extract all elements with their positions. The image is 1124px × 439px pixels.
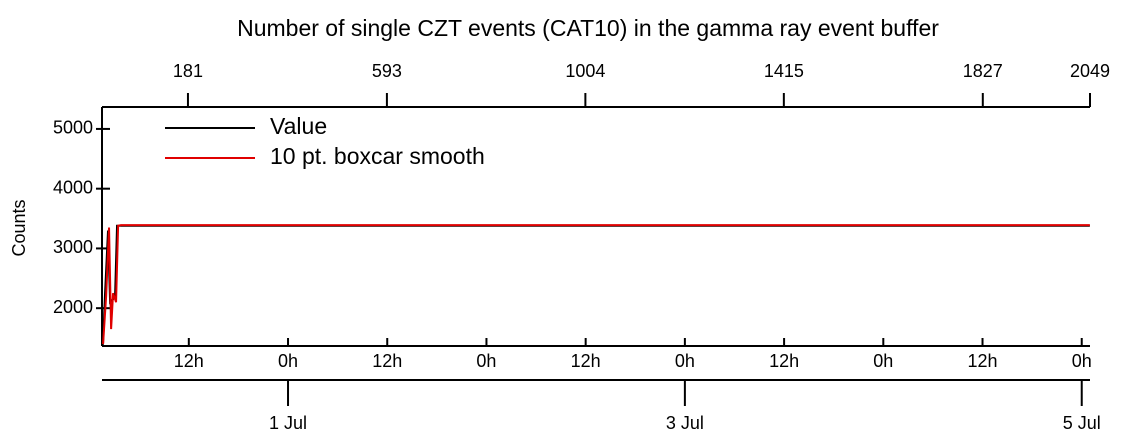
chart-title: Number of single CZT events (CAT10) in t…: [237, 15, 939, 41]
y-tick-label: 4000: [53, 177, 93, 197]
x-tick-label: 12h: [174, 351, 204, 371]
top-tick-label: 2049: [1070, 61, 1110, 81]
y-tick-label: 2000: [53, 297, 93, 317]
x-tick-label: 12h: [967, 351, 997, 371]
y-axis-label: Counts: [9, 199, 29, 256]
legend-label: Value: [270, 113, 327, 139]
top-tick-label: 1415: [764, 61, 804, 81]
y-tick-label: 3000: [53, 237, 93, 257]
series-line: [101, 224, 1090, 347]
x-tick-label: 0h: [675, 351, 695, 371]
date-tick-label: 3 Jul: [666, 413, 704, 433]
x-tick-label: 0h: [873, 351, 893, 371]
x-tick-label: 12h: [769, 351, 799, 371]
top-tick-label: 1004: [565, 61, 605, 81]
top-tick-label: 1827: [963, 61, 1003, 81]
date-tick-label: 1 Jul: [269, 413, 307, 433]
y-tick-label: 5000: [53, 118, 93, 138]
series-line: [102, 224, 1090, 345]
top-tick-label: 181: [173, 61, 203, 81]
x-tick-label: 12h: [372, 351, 402, 371]
legend-label: 10 pt. boxcar smooth: [270, 143, 485, 169]
date-tick-label: 5 Jul: [1063, 413, 1101, 433]
x-tick-label: 0h: [1072, 351, 1092, 371]
x-tick-label: 0h: [278, 351, 298, 371]
x-tick-label: 12h: [571, 351, 601, 371]
top-tick-label: 593: [372, 61, 402, 81]
x-tick-label: 0h: [476, 351, 496, 371]
